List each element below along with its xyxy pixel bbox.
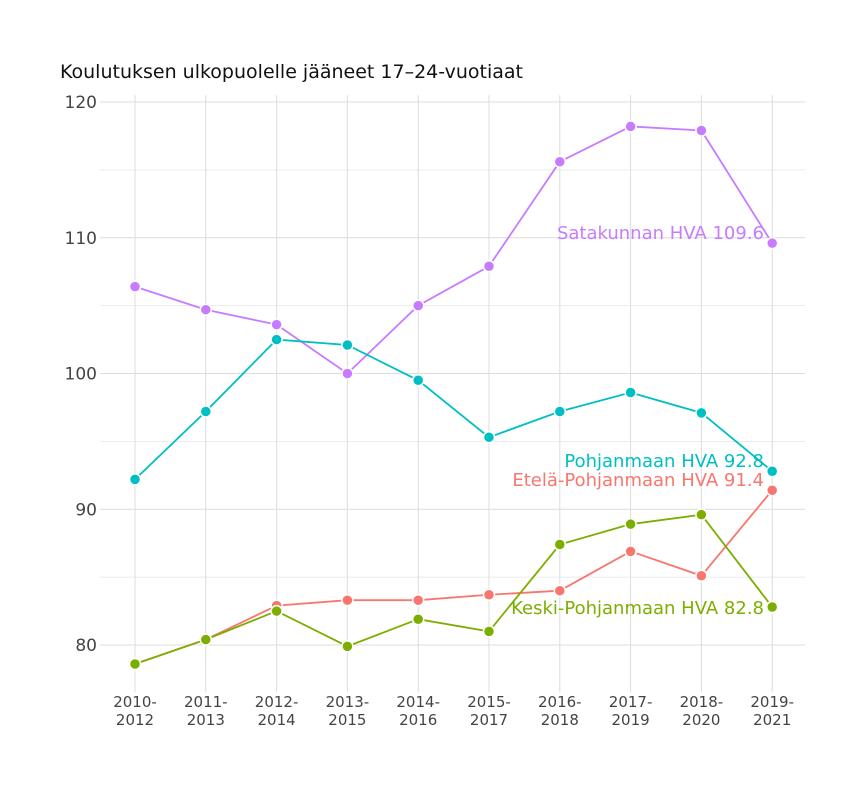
series-line (134, 338, 773, 481)
data-point (553, 538, 567, 551)
x-tick-label: 2015-2017 (467, 693, 511, 729)
x-tick-label: 2013-2015 (326, 693, 370, 729)
data-point (695, 124, 708, 137)
data-point (624, 545, 637, 558)
series-keski-pohjanmaan-hva (128, 508, 779, 671)
data-point (695, 508, 708, 521)
series-pohjanmaan-hva (128, 333, 779, 486)
data-point (411, 374, 425, 387)
y-tick-label: 90 (75, 500, 97, 520)
data-point (482, 588, 496, 602)
data-point (341, 640, 354, 653)
data-point (765, 600, 779, 614)
data-point (128, 657, 142, 671)
data-point (695, 406, 708, 420)
series-end-label: Keski-Pohjanmaan HVA 82.8 (511, 598, 764, 619)
data-point (341, 338, 354, 352)
data-point (411, 612, 425, 626)
data-point (199, 405, 213, 418)
y-tick-label: 100 (65, 365, 97, 385)
y-tick-label: 110 (65, 229, 97, 249)
x-tick-label: 2014-2016 (396, 693, 440, 729)
series-line (134, 513, 773, 665)
series-satakunnan-hva (128, 120, 779, 380)
data-point (624, 386, 637, 399)
data-point (765, 464, 779, 478)
data-point (128, 280, 142, 293)
data-point (411, 593, 425, 607)
data-point (553, 155, 567, 168)
data-point (695, 569, 708, 583)
x-tick-label: 2016-2018 (538, 693, 582, 729)
data-point (482, 260, 496, 273)
data-point (482, 625, 496, 638)
chart-title: Koulutuksen ulkopuolelle jääneet 17–24-v… (60, 61, 523, 83)
x-tick-label: 2019-2021 (750, 693, 794, 729)
series-end-label: Etelä-Pohjanmaan HVA 91.4 (512, 470, 764, 491)
x-tick-label: 2010-2012 (113, 693, 157, 729)
data-point (482, 431, 496, 444)
x-tick-label: 2011-2013 (184, 693, 228, 729)
series-etel-pohjanmaan-hva (128, 483, 779, 671)
series-end-label: Pohjanmaan HVA 92.8 (564, 451, 764, 472)
x-tick-label: 2012-2014 (255, 693, 299, 729)
data-point (199, 303, 213, 316)
data-point (765, 236, 779, 250)
data-point (553, 405, 567, 418)
series-line (134, 125, 773, 375)
data-point (270, 604, 283, 618)
y-tick-label: 120 (65, 93, 97, 113)
data-point (199, 633, 213, 646)
data-point (270, 333, 283, 346)
data-point (765, 483, 779, 497)
data-point (411, 299, 425, 312)
y-tick-label: 80 (75, 636, 97, 656)
data-point (341, 593, 354, 607)
data-point (624, 517, 637, 531)
x-tick-label: 2018-2020 (680, 693, 724, 729)
data-point (128, 473, 142, 486)
data-point (341, 367, 354, 380)
series-end-label: Satakunnan HVA 109.6 (557, 223, 764, 244)
data-point (270, 318, 283, 331)
series-line (134, 489, 773, 665)
x-tick-label: 2017-2019 (609, 693, 653, 729)
data-point (624, 120, 637, 133)
data-point (553, 584, 567, 597)
